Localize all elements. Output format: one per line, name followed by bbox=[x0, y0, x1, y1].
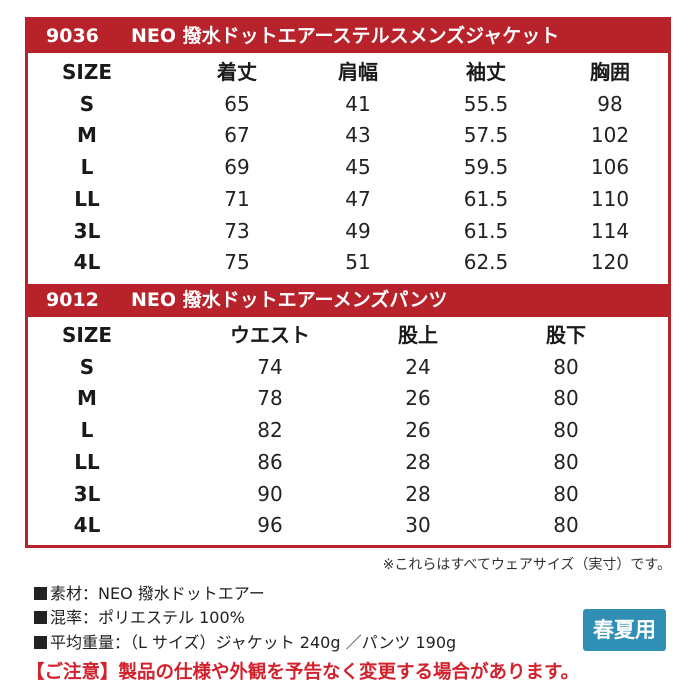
column-header: ウエスト bbox=[230, 323, 310, 347]
table-cell: 45 bbox=[345, 155, 371, 180]
size-cell: 4L bbox=[73, 513, 101, 538]
table-row: L 69 45 59.5 106 bbox=[28, 151, 668, 183]
table-cell: 90 bbox=[257, 481, 283, 506]
jacket-product-name: NEO 撥水ドットエアーステルスメンズジャケット bbox=[131, 25, 560, 47]
column-header: 肩幅 bbox=[338, 60, 378, 84]
table-cell: 80 bbox=[553, 449, 579, 474]
bullet-square-icon bbox=[34, 636, 47, 649]
size-cell: 4L bbox=[73, 250, 101, 275]
column-header: 胸囲 bbox=[590, 60, 630, 84]
table-cell: 47 bbox=[345, 186, 371, 211]
table-cell: 51 bbox=[345, 250, 371, 275]
table-cell: 74 bbox=[257, 354, 283, 379]
table-cell: 26 bbox=[405, 418, 431, 443]
size-cell: S bbox=[79, 354, 95, 379]
size-cell: L bbox=[80, 155, 94, 180]
spec-material: 素材：NEO 撥水ドットエアー bbox=[34, 583, 265, 605]
table-cell: 110 bbox=[590, 186, 630, 211]
column-header: 袖丈 bbox=[466, 60, 506, 84]
table-row: LL 86 28 80 bbox=[28, 446, 668, 478]
table-cell: 24 bbox=[405, 354, 431, 379]
size-chart-frame: 9036 NEO 撥水ドットエアーステルスメンズジャケット SIZE 着丈 肩幅 袖丈… bbox=[25, 17, 671, 548]
table-row: 4L 96 30 80 bbox=[28, 509, 668, 541]
spec-blend: 混率：ポリエステル 100% bbox=[34, 607, 245, 629]
pants-header-row: SIZE ウエスト 股上 股下 bbox=[28, 319, 668, 351]
table-row: 4L 75 51 62.5 120 bbox=[28, 246, 668, 278]
table-cell: 28 bbox=[405, 449, 431, 474]
table-cell: 120 bbox=[590, 250, 630, 275]
table-cell: 106 bbox=[590, 155, 630, 180]
size-cell: S bbox=[79, 91, 95, 116]
size-cell: LL bbox=[74, 186, 100, 211]
table-row: M 78 26 80 bbox=[28, 382, 668, 414]
table-cell: 62.5 bbox=[463, 250, 509, 275]
pants-product-code: 9012 bbox=[46, 289, 99, 311]
table-cell: 80 bbox=[553, 513, 579, 538]
table-cell: 28 bbox=[405, 481, 431, 506]
table-cell: 59.5 bbox=[463, 155, 509, 180]
table-cell: 80 bbox=[553, 481, 579, 506]
spec-weight: 平均重量：（L サイズ）ジャケット 240g ／パンツ 190g bbox=[34, 632, 456, 654]
table-cell: 71 bbox=[224, 186, 250, 211]
table-cell: 75 bbox=[224, 250, 250, 275]
pants-section-header: 9012 NEO 撥水ドットエアーメンズパンツ bbox=[28, 284, 668, 317]
size-cell: M bbox=[77, 123, 97, 148]
table-row: M 67 43 57.5 102 bbox=[28, 119, 668, 151]
table-row: 3L 73 49 61.5 114 bbox=[28, 215, 668, 247]
spec-weight-text: 平均重量：（L サイズ）ジャケット 240g ／パンツ 190g bbox=[50, 633, 457, 652]
table-cell: 61.5 bbox=[463, 186, 509, 211]
table-cell: 80 bbox=[553, 418, 579, 443]
table-cell: 30 bbox=[405, 513, 431, 538]
table-cell: 69 bbox=[224, 155, 250, 180]
size-cell: 3L bbox=[73, 481, 101, 506]
table-row: L 82 26 80 bbox=[28, 414, 668, 446]
table-cell: 96 bbox=[257, 513, 283, 538]
bullet-square-icon bbox=[34, 587, 47, 600]
column-header: SIZE bbox=[61, 323, 112, 347]
table-cell: 80 bbox=[553, 386, 579, 411]
table-cell: 49 bbox=[345, 218, 371, 243]
table-cell: 78 bbox=[257, 386, 283, 411]
size-cell: LL bbox=[74, 449, 100, 474]
column-header: 着丈 bbox=[217, 60, 257, 84]
table-cell: 86 bbox=[257, 449, 283, 474]
season-badge: 春夏用 bbox=[583, 609, 666, 651]
table-cell: 114 bbox=[590, 218, 630, 243]
pants-product-name: NEO 撥水ドットエアーメンズパンツ bbox=[131, 289, 448, 311]
table-cell: 55.5 bbox=[463, 91, 509, 116]
table-cell: 26 bbox=[405, 386, 431, 411]
table-cell: 41 bbox=[345, 91, 371, 116]
table-cell: 43 bbox=[345, 123, 371, 148]
table-row: 3L 90 28 80 bbox=[28, 478, 668, 510]
table-row: LL 71 47 61.5 110 bbox=[28, 183, 668, 215]
change-warning: 【ご注意】製品の仕様や外観を予告なく変更する場合があります。 bbox=[26, 662, 580, 683]
table-cell: 82 bbox=[257, 418, 283, 443]
column-header: 股上 bbox=[398, 323, 438, 347]
bullet-square-icon bbox=[34, 611, 47, 624]
table-cell: 61.5 bbox=[463, 218, 509, 243]
size-note: ※これらはすべてウェアサイズ（実寸）です。 bbox=[382, 557, 671, 573]
spec-blend-text: 混率：ポリエステル 100% bbox=[50, 608, 245, 627]
jacket-product-code: 9036 bbox=[46, 25, 99, 47]
table-cell: 80 bbox=[553, 354, 579, 379]
size-cell: M bbox=[77, 386, 97, 411]
table-cell: 98 bbox=[597, 91, 623, 116]
spec-material-text: 素材：NEO 撥水ドットエアー bbox=[50, 584, 265, 603]
jacket-section-header: 9036 NEO 撥水ドットエアーステルスメンズジャケット bbox=[28, 20, 668, 53]
size-cell: 3L bbox=[73, 218, 101, 243]
table-row: S 65 41 55.5 98 bbox=[28, 88, 668, 120]
table-cell: 73 bbox=[224, 218, 250, 243]
table-cell: 57.5 bbox=[463, 123, 509, 148]
table-cell: 65 bbox=[224, 91, 250, 116]
jacket-header-row: SIZE 着丈 肩幅 袖丈 胸囲 bbox=[28, 56, 668, 88]
table-row: S 74 24 80 bbox=[28, 351, 668, 383]
table-cell: 102 bbox=[590, 123, 630, 148]
size-cell: L bbox=[80, 418, 94, 443]
column-header: 股下 bbox=[546, 323, 586, 347]
column-header: SIZE bbox=[61, 60, 112, 84]
table-cell: 67 bbox=[224, 123, 250, 148]
